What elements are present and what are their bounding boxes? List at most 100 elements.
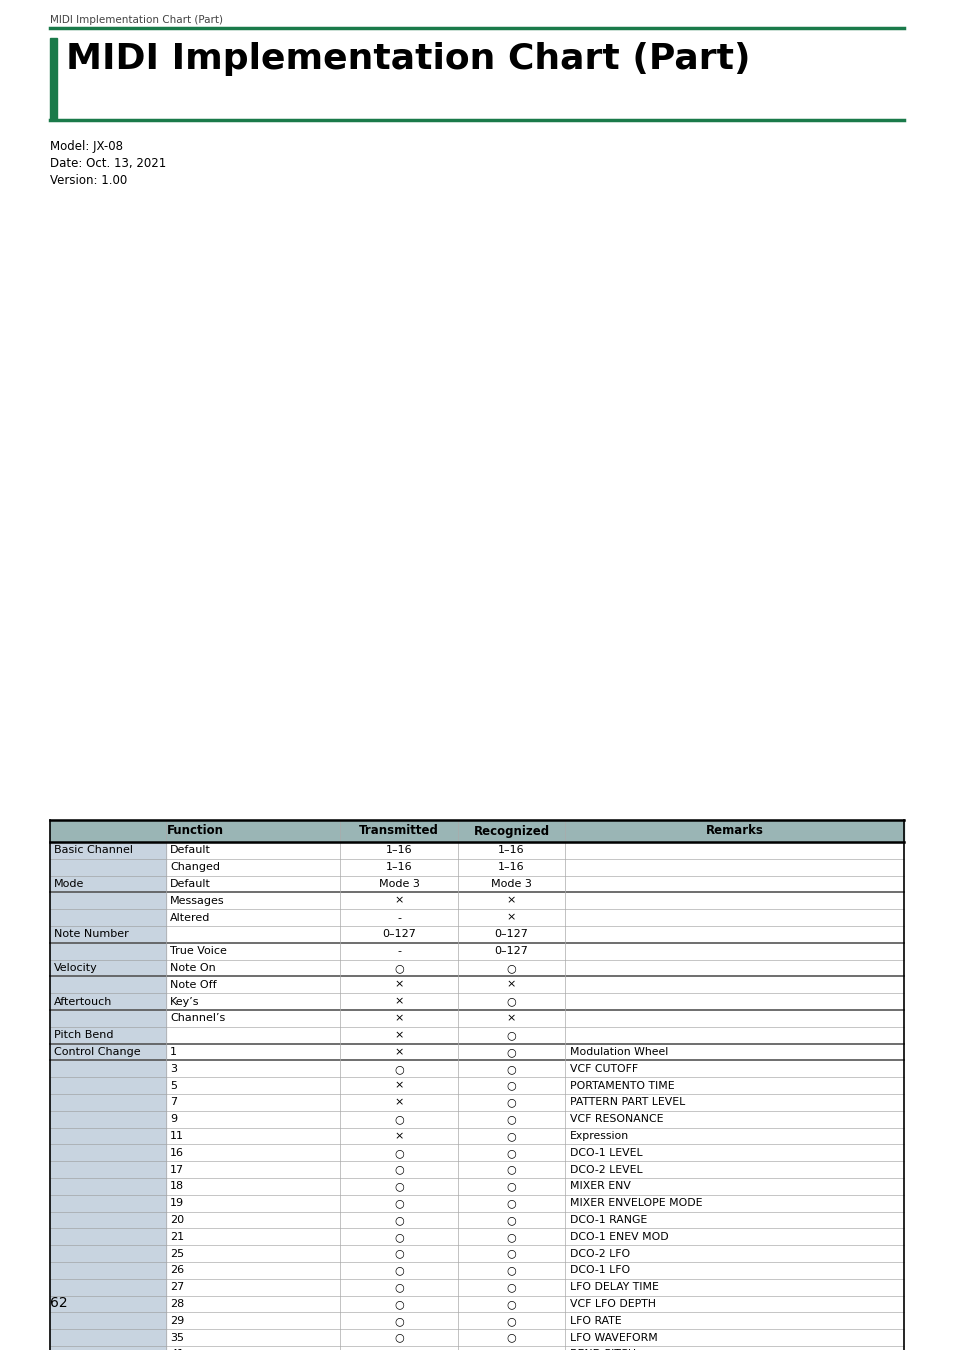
Bar [50,1010,166,1027]
Text: 3: 3 [170,1064,177,1073]
Text: DCO-2 LEVEL: DCO-2 LEVEL [569,1165,642,1174]
Text: ×: × [506,1014,516,1023]
Text: ○: ○ [506,1249,516,1258]
Text: 21: 21 [170,1231,184,1242]
Text: 9: 9 [170,1114,177,1125]
Text: Velocity: Velocity [54,963,97,973]
Text: ○: ○ [506,1282,516,1292]
Text: ○: ○ [506,963,516,973]
Bar [50,942,166,960]
Text: ○: ○ [506,1199,516,1208]
Bar [50,1127,166,1145]
Text: ×: × [506,896,516,906]
Text: ○: ○ [506,1148,516,1158]
Text: 29: 29 [170,1316,184,1326]
Text: ○: ○ [506,1299,516,1310]
Text: 16: 16 [170,1148,184,1158]
Bar [50,976,166,994]
Text: ○: ○ [506,1332,516,1343]
Text: Transmitted: Transmitted [358,825,438,837]
Text: DCO-1 ENEV MOD: DCO-1 ENEV MOD [569,1231,668,1242]
Text: 25: 25 [170,1249,184,1258]
Text: Version: 1.00: Version: 1.00 [50,174,127,188]
Bar [50,1211,166,1228]
Text: 5: 5 [170,1080,177,1091]
Text: ○: ○ [394,1332,403,1343]
Bar [50,819,903,842]
Text: ○: ○ [394,1316,403,1326]
Bar [50,1161,166,1179]
Text: VCF CUTOFF: VCF CUTOFF [569,1064,638,1073]
Text: VCF LFO DEPTH: VCF LFO DEPTH [569,1299,656,1310]
Bar [50,1346,166,1350]
Bar [50,1312,166,1330]
Text: MIXER ENV: MIXER ENV [569,1181,630,1192]
Text: ○: ○ [394,1064,403,1073]
Text: Basic Channel: Basic Channel [54,845,132,856]
Text: Remarks: Remarks [705,825,762,837]
Text: MIDI Implementation Chart (Part): MIDI Implementation Chart (Part) [50,15,223,26]
Text: Aftertouch: Aftertouch [54,996,112,1007]
Text: Date: Oct. 13, 2021: Date: Oct. 13, 2021 [50,157,166,170]
Bar [50,876,166,892]
Text: ○: ○ [506,1215,516,1224]
Text: ×: × [394,1030,403,1041]
Text: ×: × [394,980,403,990]
Bar [50,1077,166,1094]
Bar [50,1060,166,1077]
Bar [50,1145,166,1161]
Text: ○: ○ [506,1165,516,1174]
Bar [50,1111,166,1127]
Text: ○: ○ [506,1265,516,1276]
Text: 1–16: 1–16 [497,845,524,856]
Bar [50,994,166,1010]
Text: VCF RESONANCE: VCF RESONANCE [569,1114,662,1125]
Bar [50,1195,166,1211]
Text: LFO WAVEFORM: LFO WAVEFORM [569,1332,657,1343]
Text: Expression: Expression [569,1131,628,1141]
Text: ×: × [506,913,516,922]
Bar [50,1027,166,1044]
Text: ○: ○ [394,963,403,973]
Bar [50,1262,166,1278]
Text: ○: ○ [506,1131,516,1141]
Text: Note Off: Note Off [170,980,216,990]
Text: 11: 11 [170,1131,184,1141]
Text: ○: ○ [394,1181,403,1192]
Text: 1: 1 [170,1048,177,1057]
Text: ○: ○ [394,1282,403,1292]
Text: 7: 7 [170,1098,177,1107]
Bar [50,1278,166,1296]
Bar [50,1296,166,1312]
Text: ○: ○ [506,1064,516,1073]
Text: Altered: Altered [170,913,211,922]
Text: 35: 35 [170,1332,184,1343]
Text: Function: Function [167,825,223,837]
Text: MIXER ENVELOPE MODE: MIXER ENVELOPE MODE [569,1199,701,1208]
Text: ×: × [394,1098,403,1107]
Text: 28: 28 [170,1299,184,1310]
Text: Changed: Changed [170,863,220,872]
Text: 0–127: 0–127 [381,929,416,940]
Text: ×: × [394,896,403,906]
Text: ○: ○ [506,996,516,1007]
Text: ○: ○ [394,1215,403,1224]
Text: ○: ○ [506,1316,516,1326]
Text: ○: ○ [506,1080,516,1091]
Bar [50,1179,166,1195]
Text: Recognized: Recognized [473,825,549,837]
Bar [50,909,166,926]
Text: ×: × [394,996,403,1007]
Text: 26: 26 [170,1265,184,1276]
Text: 19: 19 [170,1199,184,1208]
Bar [50,859,166,876]
Text: ○: ○ [506,1098,516,1107]
Text: ○: ○ [394,1231,403,1242]
Text: ○: ○ [394,1148,403,1158]
Text: LFO RATE: LFO RATE [569,1316,621,1326]
Text: 18: 18 [170,1181,184,1192]
Text: Mode: Mode [54,879,84,890]
Text: Note On: Note On [170,963,215,973]
Text: ○: ○ [506,1114,516,1125]
Text: ○: ○ [394,1114,403,1125]
